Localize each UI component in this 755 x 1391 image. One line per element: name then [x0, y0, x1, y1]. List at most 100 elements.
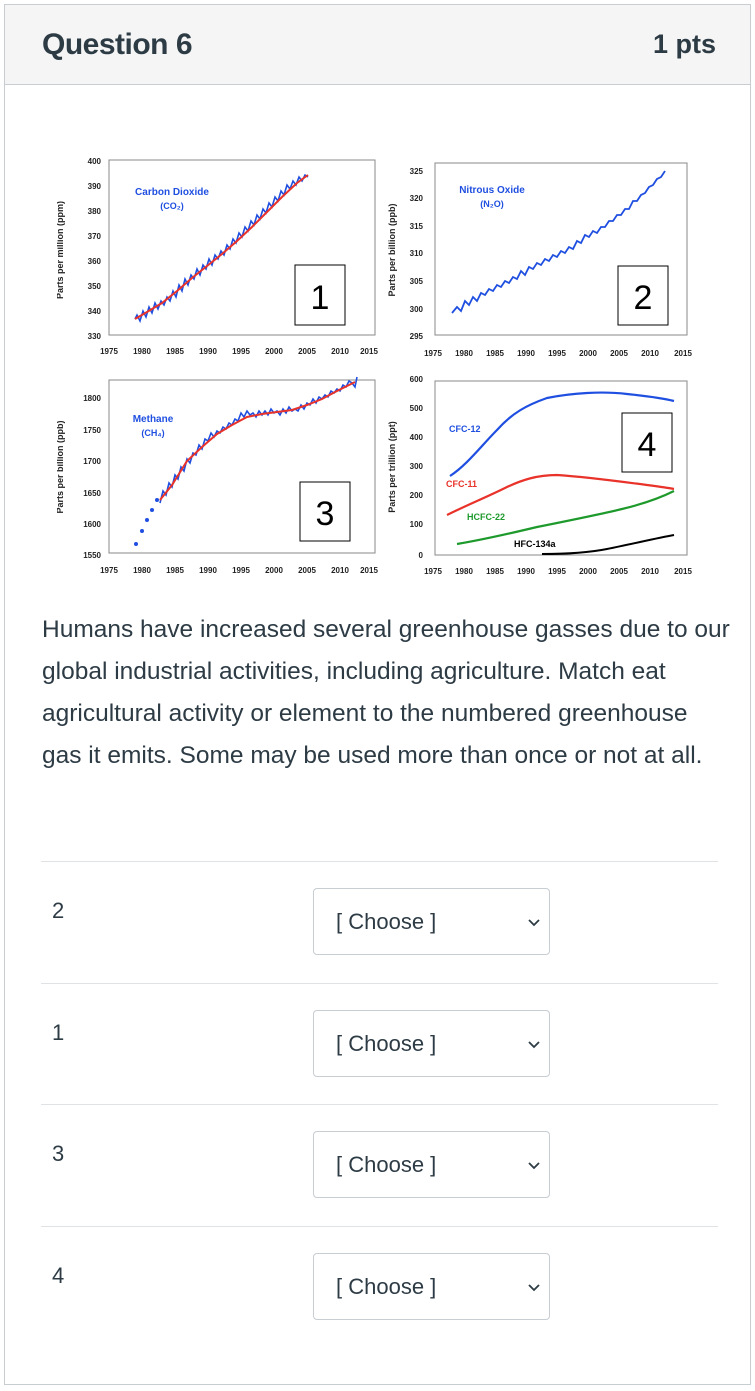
methane-ytick: 1800	[83, 394, 101, 403]
question-card: Question 6 1 pts Parts per million (ppm)…	[4, 4, 751, 1385]
answer-select[interactable]: [ Choose ]	[313, 888, 550, 955]
n2o-xtick: 1975	[424, 349, 442, 358]
n2o-ytick: 320	[410, 194, 424, 203]
methane-ytick: 1600	[83, 520, 101, 529]
chevron-down-icon	[528, 1162, 540, 1170]
n2o-ytick: 300	[410, 305, 424, 314]
halocarbon-xtick: 1990	[517, 567, 535, 576]
halocarbon-xtick: 2015	[674, 567, 692, 576]
chevron-down-icon	[528, 919, 540, 927]
series-label-cfc12: CFC-12	[449, 424, 481, 434]
methane-formula: (CH₄)	[141, 428, 164, 438]
match-row: 1 [ Choose ]	[41, 983, 718, 1105]
methane-ylabel: Parts per billion (ppb)	[57, 420, 65, 513]
n2o-xtick: 2000	[579, 349, 597, 358]
co2-ytick: 390	[88, 182, 102, 191]
n2o-ytick: 325	[410, 167, 424, 176]
halocarbon-xtick: 1985	[486, 567, 504, 576]
halocarbon-ytick: 200	[410, 491, 424, 500]
n2o-xtick: 1980	[455, 349, 473, 358]
co2-ytick: 330	[88, 332, 102, 341]
panel-number-2: 2	[634, 279, 653, 317]
match-label: 3	[52, 1141, 65, 1166]
co2-xtick: 1975	[100, 347, 118, 356]
n2o-name: Nitrous Oxide	[459, 185, 525, 196]
panel-number-1: 1	[311, 279, 330, 317]
halocarbon-ytick: 100	[410, 520, 424, 529]
series-label-hcfc22: HCFC-22	[467, 512, 505, 522]
co2-ytick: 340	[88, 307, 102, 316]
co2-ylabel: Parts per million (ppm)	[57, 201, 65, 299]
co2-xtick: 2005	[298, 347, 316, 356]
halocarbon-ytick: 400	[410, 433, 424, 442]
series-label-hfc134a: HFC-134a	[514, 539, 557, 549]
answer-select[interactable]: [ Choose ]	[313, 1131, 550, 1198]
n2o-xtick: 1985	[486, 349, 504, 358]
panel-number-3: 3	[316, 495, 335, 533]
methane-name: Methane	[133, 414, 174, 425]
halocarbon-ytick: 300	[410, 462, 424, 471]
question-points: 1 pts	[652, 29, 716, 59]
methane-ytick: 1750	[83, 426, 101, 435]
n2o-xtick: 1995	[548, 349, 566, 358]
match-label: 1	[52, 1020, 65, 1045]
chevron-down-icon	[528, 1041, 540, 1049]
co2-ytick: 350	[88, 282, 102, 291]
methane-ytick: 1550	[83, 551, 101, 560]
match-label: 4	[52, 1263, 65, 1288]
match-row: 3 [ Choose ]	[41, 1104, 718, 1226]
halocarbon-ylabel: Parts per trillion (ppt)	[387, 421, 397, 513]
panel-methane: Parts per billion (ppb) 1800 1750 1700 1…	[57, 376, 378, 575]
co2-xtick: 2000	[265, 347, 283, 356]
halocarbon-xtick: 2010	[641, 567, 659, 576]
co2-xtick: 1985	[166, 347, 184, 356]
match-label: 2	[52, 898, 65, 923]
halocarbon-ytick: 600	[410, 375, 424, 384]
answer-select[interactable]: [ Choose ]	[313, 1253, 550, 1320]
match-row: 2 [ Choose ]	[41, 861, 718, 983]
halocarbon-xtick: 1980	[455, 567, 473, 576]
methane-xtick: 1980	[133, 566, 151, 575]
methane-ytick: 1700	[83, 457, 101, 466]
greenhouse-gas-figure: Parts per million (ppm) 400 390 380 370 …	[57, 157, 692, 576]
co2-xtick: 1995	[232, 347, 250, 356]
select-value: [ Choose ]	[336, 908, 437, 934]
n2o-ytick: 305	[410, 277, 424, 286]
halocarbon-xtick: 1995	[548, 567, 566, 576]
co2-xtick: 1990	[199, 347, 217, 356]
co2-name: Carbon Dioxide	[135, 187, 209, 198]
n2o-ytick: 315	[410, 222, 424, 231]
series-label-cfc11: CFC-11	[446, 479, 477, 489]
halocarbon-xtick: 2000	[579, 567, 597, 576]
methane-ytick: 1650	[83, 489, 101, 498]
methane-xtick: 1975	[100, 566, 118, 575]
question-title: Question 6	[42, 27, 193, 61]
co2-xtick: 2010	[331, 347, 349, 356]
methane-xtick: 2000	[265, 566, 283, 575]
co2-xtick: 1980	[133, 347, 151, 356]
n2o-xtick: 1990	[517, 349, 535, 358]
panel-co2: Parts per million (ppm) 400 390 380 370 …	[57, 157, 378, 356]
n2o-ytick: 310	[410, 249, 424, 258]
methane-xtick: 2015	[360, 566, 378, 575]
halocarbon-xtick: 2005	[610, 567, 628, 576]
n2o-ytick: 295	[410, 332, 424, 341]
co2-ytick: 400	[88, 157, 102, 166]
methane-xtick: 1990	[199, 566, 217, 575]
n2o-xtick: 2015	[674, 349, 692, 358]
methane-xtick: 2010	[331, 566, 349, 575]
answer-select[interactable]: [ Choose ]	[313, 1010, 550, 1077]
n2o-formula: (N₂O)	[480, 199, 504, 209]
co2-formula: (CO₂)	[160, 201, 184, 211]
select-value: [ Choose ]	[336, 1273, 437, 1299]
co2-ytick: 380	[88, 207, 102, 216]
halocarbon-ytick: 0	[419, 551, 424, 560]
co2-ytick: 370	[88, 232, 102, 241]
n2o-xtick: 2010	[641, 349, 659, 358]
panel-halocarbons: Parts per trillion (ppt) 600 500 400 300…	[387, 375, 692, 576]
panel-n2o: Parts per billion (ppb) 325 320 315 310 …	[387, 162, 692, 358]
match-row: 4 [ Choose ]	[41, 1226, 718, 1348]
methane-xtick: 1985	[166, 566, 184, 575]
select-value: [ Choose ]	[336, 1030, 437, 1056]
halocarbon-ytick: 500	[410, 404, 424, 413]
